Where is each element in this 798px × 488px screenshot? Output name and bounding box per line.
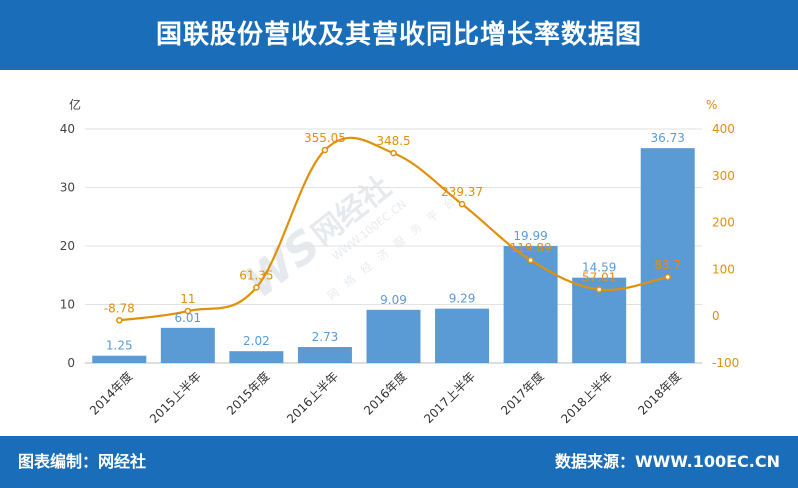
footer-credit: 图表编制：网经社 <box>18 452 147 471</box>
x-tick-label: 2014年度 <box>86 369 135 418</box>
page-title: 国联股份营收及其营收同比增长率数据图 <box>155 20 642 50</box>
y-left-tick-label: 20 <box>60 239 75 253</box>
line-data-label: 119.89 <box>510 241 552 255</box>
line-point <box>390 149 397 157</box>
bar-data-label: 2.02 <box>243 334 270 348</box>
y-right-tick-label: -100 <box>712 356 739 370</box>
y-right-tick-label: 400 <box>712 122 735 136</box>
line-data-label: 61.35 <box>239 268 273 282</box>
bar-data-label: 9.09 <box>380 293 407 307</box>
combo-chart: WS 网经社 WWW.100EC.CN 网络经济服务平台 0 10 20 30 40 -1… <box>60 97 740 426</box>
bar-data-label: 6.01 <box>174 311 201 325</box>
line-data-label: 239.37 <box>441 185 483 199</box>
bar <box>435 308 490 363</box>
line-point <box>664 273 671 281</box>
y-right-tick-label: 300 <box>712 169 735 183</box>
bar <box>92 355 147 363</box>
line-data-label: 348.5 <box>376 134 410 148</box>
chart-area: WS 网经社 WWW.100EC.CN 网络经济服务平台 0 10 20 30 40 -1… <box>0 70 798 436</box>
x-tick-label: 2015上半年 <box>147 369 204 426</box>
bar-data-label: 1.25 <box>106 339 133 353</box>
growth-rate-line <box>119 136 668 322</box>
x-tick-label: 2018年度 <box>635 369 684 418</box>
bar-data-label: 14.59 <box>582 261 616 275</box>
y-right-tick-label: 100 <box>712 262 735 276</box>
x-tick-label: 2018上半年 <box>558 369 615 426</box>
y-right-unit-label: % <box>706 98 717 112</box>
y-right-tick-label: 0 <box>712 309 720 323</box>
bar <box>366 309 421 363</box>
line-point <box>458 200 466 208</box>
bar-data-label: 36.73 <box>651 131 685 145</box>
y-left-tick-label: 30 <box>60 181 75 195</box>
x-tick-label: 2016年度 <box>360 369 409 418</box>
line-data-label: 355.05 <box>304 131 346 145</box>
line-point <box>595 286 603 293</box>
y-left-tick-label: 0 <box>67 356 75 370</box>
line-point <box>527 256 534 264</box>
x-tick-label: 2017上半年 <box>421 369 478 426</box>
line-data-label: 57.01 <box>582 271 616 285</box>
y-right-tick-label: 200 <box>712 216 735 230</box>
line-point <box>184 307 192 315</box>
line-data-label: 11 <box>180 292 195 306</box>
x-tick-label: 2016上半年 <box>284 369 341 426</box>
bar-data-label: 2.73 <box>312 330 339 344</box>
line-data-label: -8.78 <box>104 301 135 315</box>
line-data-label: 83.7 <box>654 258 681 272</box>
x-tick-label: 2017年度 <box>498 369 547 418</box>
header-bar: 国联股份营收及其营收同比增长率数据图 <box>0 0 798 70</box>
x-tick-label: 2015年度 <box>223 369 272 418</box>
watermark-logo: WS 网经社 WWW.100EC.CN 网络经济服务平台 <box>235 170 465 309</box>
bar <box>297 347 352 363</box>
line-point <box>321 146 329 154</box>
bar <box>160 327 215 363</box>
bar <box>503 246 558 363</box>
bar <box>640 148 695 363</box>
y-left-tick-label: 10 <box>60 298 75 312</box>
footer-bar: 图表编制：网经社 数据来源：WWW.100EC.CN <box>0 436 798 488</box>
footer-source: 数据来源：WWW.100EC.CN <box>554 452 780 471</box>
line-point <box>116 317 123 324</box>
bar <box>229 351 284 363</box>
line-point <box>253 284 260 291</box>
y-left-unit-label: 亿 <box>69 97 81 112</box>
y-left-tick-label: 40 <box>60 122 75 136</box>
bar-data-label: 9.29 <box>449 292 476 306</box>
bar-data-label: 19.99 <box>513 229 547 243</box>
